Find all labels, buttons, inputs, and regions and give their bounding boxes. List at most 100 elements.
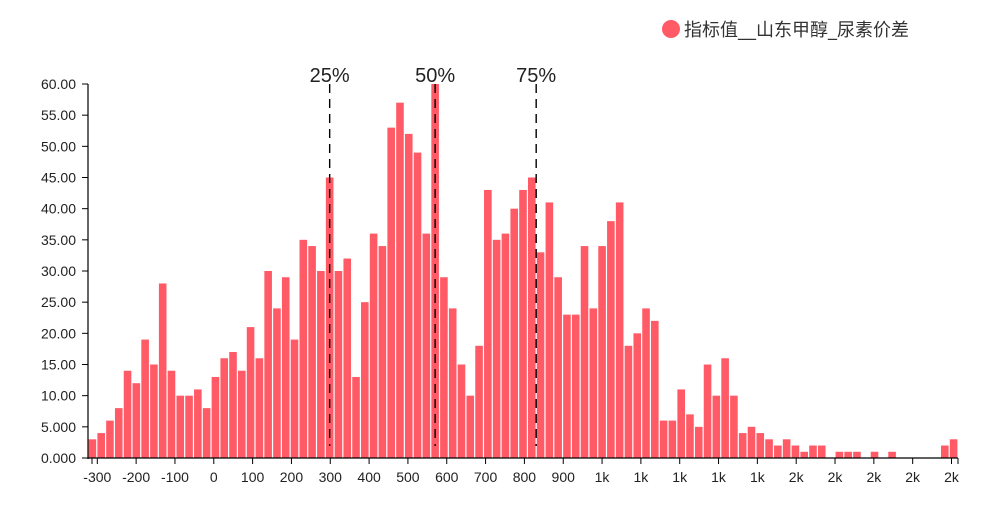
bar-31[interactable] <box>361 302 369 458</box>
bar-4[interactable] <box>123 370 132 458</box>
bar-37[interactable] <box>413 152 422 458</box>
bar-30[interactable] <box>352 376 360 458</box>
bar-9[interactable] <box>167 370 176 458</box>
x-tick-label-22: 2k <box>944 469 960 485</box>
bar-26[interactable] <box>317 271 325 458</box>
bar-49[interactable] <box>519 189 527 458</box>
bar-12[interactable] <box>194 389 202 458</box>
bar-82[interactable] <box>809 445 817 458</box>
y-tick-label-8: 40.00 <box>41 201 76 217</box>
bar-56[interactable] <box>580 246 589 458</box>
bar-55[interactable] <box>571 314 580 458</box>
bar-81[interactable] <box>800 451 809 458</box>
bar-85[interactable] <box>835 451 844 458</box>
bar-98[interactable] <box>949 439 958 458</box>
bar-42[interactable] <box>457 364 466 459</box>
bar-18[interactable] <box>246 327 255 458</box>
bar-19[interactable] <box>255 358 264 458</box>
bar-59[interactable] <box>607 221 615 458</box>
bar-73[interactable] <box>730 395 738 458</box>
bar-22[interactable] <box>281 277 290 458</box>
bar-75[interactable] <box>747 426 756 458</box>
bar-57[interactable] <box>589 308 598 458</box>
bar-43[interactable] <box>466 395 475 458</box>
bar-63[interactable] <box>642 308 650 458</box>
bar-50[interactable] <box>527 177 536 459</box>
bar-21[interactable] <box>273 308 281 458</box>
x-tick-label-14: 1k <box>633 469 649 485</box>
legend[interactable]: 指标值__山东甲醇_尿素价差 <box>662 16 909 42</box>
bar-16[interactable] <box>229 352 237 458</box>
bar-78[interactable] <box>774 445 782 458</box>
bar-48[interactable] <box>510 208 519 458</box>
bar-14[interactable] <box>211 376 220 458</box>
y-tick-label-0: 0.000 <box>41 450 76 466</box>
bar-91[interactable] <box>888 451 896 458</box>
bar-97[interactable] <box>941 445 949 458</box>
bar-13[interactable] <box>202 408 211 458</box>
bar-5[interactable] <box>132 383 141 458</box>
bar-1[interactable] <box>97 433 105 458</box>
bar-32[interactable] <box>369 233 378 458</box>
bar-34[interactable] <box>387 127 395 458</box>
bar-17[interactable] <box>237 370 246 458</box>
bar-35[interactable] <box>396 102 404 458</box>
bar-62[interactable] <box>633 333 642 458</box>
bar-83[interactable] <box>817 445 826 458</box>
bar-74[interactable] <box>738 433 747 458</box>
bar-60[interactable] <box>615 202 624 458</box>
bar-41[interactable] <box>448 308 457 458</box>
bar-23[interactable] <box>290 339 299 458</box>
bar-24[interactable] <box>299 239 308 458</box>
bar-33[interactable] <box>378 246 387 458</box>
bar-3[interactable] <box>114 408 123 458</box>
bar-40[interactable] <box>440 277 448 458</box>
bar-87[interactable] <box>853 451 861 458</box>
bar-15[interactable] <box>220 358 229 458</box>
bar-69[interactable] <box>694 426 703 458</box>
bar-38[interactable] <box>422 233 431 458</box>
bar-36[interactable] <box>404 133 413 458</box>
bar-77[interactable] <box>765 439 773 458</box>
bar-47[interactable] <box>501 233 510 458</box>
bar-76[interactable] <box>756 433 765 458</box>
bar-0[interactable] <box>88 439 97 458</box>
bar-25[interactable] <box>308 246 316 458</box>
bar-8[interactable] <box>158 283 167 458</box>
bar-11[interactable] <box>185 395 193 458</box>
bar-58[interactable] <box>598 246 606 458</box>
bar-44[interactable] <box>475 345 483 458</box>
bar-7[interactable] <box>150 364 158 459</box>
bar-28[interactable] <box>334 271 343 458</box>
bar-72[interactable] <box>721 358 729 458</box>
bar-52[interactable] <box>545 202 554 458</box>
bar-6[interactable] <box>141 339 149 458</box>
bar-89[interactable] <box>870 451 879 458</box>
bar-51[interactable] <box>536 252 545 458</box>
bar-10[interactable] <box>176 395 185 458</box>
bar-71[interactable] <box>712 395 721 458</box>
bar-66[interactable] <box>668 420 677 458</box>
percentile-label-2: 75% <box>516 65 556 87</box>
bar-29[interactable] <box>343 258 352 458</box>
bar-67[interactable] <box>677 389 685 458</box>
bar-79[interactable] <box>782 439 791 458</box>
bar-68[interactable] <box>686 414 694 458</box>
bar-54[interactable] <box>563 314 571 458</box>
percentile-label-1: 50% <box>415 65 455 87</box>
bar-64[interactable] <box>651 320 659 458</box>
bar-45[interactable] <box>484 189 492 458</box>
bar-2[interactable] <box>106 420 114 458</box>
bar-80[interactable] <box>791 445 800 458</box>
bar-46[interactable] <box>492 239 501 458</box>
bar-61[interactable] <box>624 345 633 458</box>
y-tick-label-9: 45.00 <box>41 170 76 186</box>
bar-65[interactable] <box>659 420 668 458</box>
y-tick-label-2: 10.00 <box>41 388 76 404</box>
bar-86[interactable] <box>844 451 852 458</box>
x-tick-label-19: 2k <box>828 469 844 485</box>
bar-70[interactable] <box>703 364 712 459</box>
bar-53[interactable] <box>554 277 562 458</box>
bar-20[interactable] <box>264 271 272 458</box>
